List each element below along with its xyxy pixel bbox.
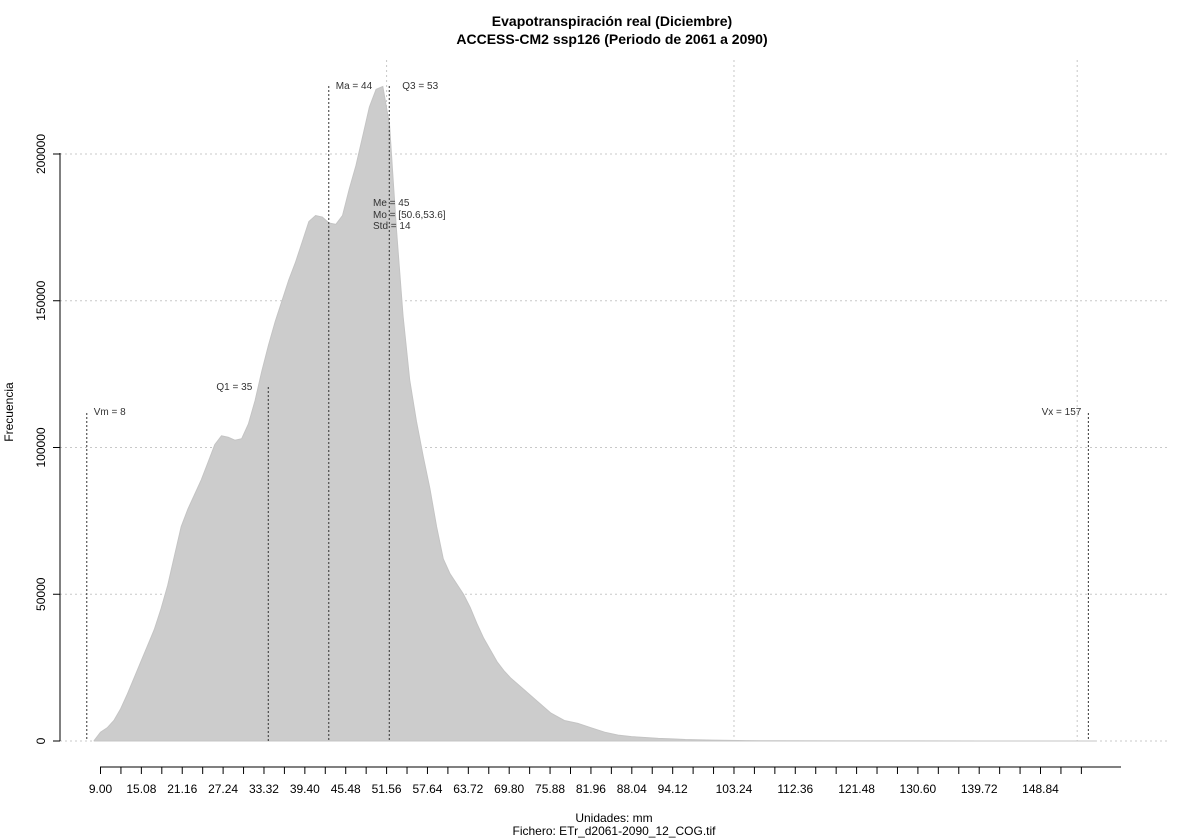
y-tick-label-0: 0 (34, 737, 48, 744)
density-area (93, 85, 1096, 742)
stat-std: Std = 14 (373, 221, 411, 232)
x-tick-label-5: 39.40 (290, 782, 320, 796)
x-tick-label-18: 130.60 (900, 782, 937, 796)
x-axis-label: Unidades: mm (575, 811, 652, 825)
stat-mode: Mo = [50.6,53.6] (373, 210, 446, 221)
x-tick-label-0: 9.00 (89, 782, 113, 796)
x-tick-label-3: 27.24 (208, 782, 238, 796)
y-axis-label: Frecuencia (2, 382, 16, 442)
x-tick-label-11: 75.88 (535, 782, 565, 796)
x-tick-label-2: 21.16 (167, 782, 197, 796)
marker-label-vx: Vx = 157 (1042, 407, 1082, 418)
y-tick-label-3: 150000 (34, 280, 48, 320)
x-tick-label-12: 81.96 (576, 782, 606, 796)
marker-label-ma: Ma = 44 (336, 81, 373, 92)
x-tick-label-10: 69.80 (494, 782, 524, 796)
y-tick-label-1: 50000 (34, 577, 48, 611)
y-tick-label-4: 200000 (34, 134, 48, 174)
chart-title: Evapotranspiración real (Diciembre) (492, 13, 732, 29)
x-tick-label-15: 103.24 (716, 782, 753, 796)
x-tick-label-14: 94.12 (658, 782, 688, 796)
x-tick-label-7: 51.56 (372, 782, 402, 796)
y-tick-label-2: 100000 (34, 427, 48, 467)
marker-label-vm: Vm = 8 (94, 407, 126, 418)
chart-subtitle: ACCESS-CM2 ssp126 (Periodo de 2061 a 209… (456, 31, 767, 47)
x-tick-label-9: 63.72 (453, 782, 483, 796)
x-tick-label-19: 139.72 (961, 782, 998, 796)
x-tick-label-17: 121.48 (838, 782, 875, 796)
marker-label-q3: Q3 = 53 (402, 81, 438, 92)
x-tick-label-6: 45.48 (331, 782, 361, 796)
file-caption: Fichero: ETr_d2061-2090_12_COG.tif (513, 824, 717, 838)
x-tick-label-8: 57.64 (412, 782, 442, 796)
statistic-markers: Vm = 8 Q1 = 35 Ma = 44 Q3 = 53 Vx = 157 (86, 81, 1089, 741)
x-tick-label-20: 148.84 (1022, 782, 1059, 796)
x-tick-label-13: 88.04 (617, 782, 647, 796)
x-tick-label-1: 15.08 (126, 782, 156, 796)
stats-annotation: Me = 45 Mo = [50.6,53.6] Std = 14 (373, 198, 446, 232)
x-tick-label-16: 112.36 (777, 782, 813, 796)
marker-label-q1: Q1 = 35 (216, 382, 252, 393)
stat-median: Me = 45 (373, 198, 410, 209)
x-axis-ticks: 9.00 15.08 21.16 27.24 33.32 39.40 45.48 51.56 5… (89, 767, 1082, 796)
y-axis-ticks: 0 50000 100000 150000 200000 (34, 134, 60, 744)
x-tick-label-4: 33.32 (249, 782, 279, 796)
